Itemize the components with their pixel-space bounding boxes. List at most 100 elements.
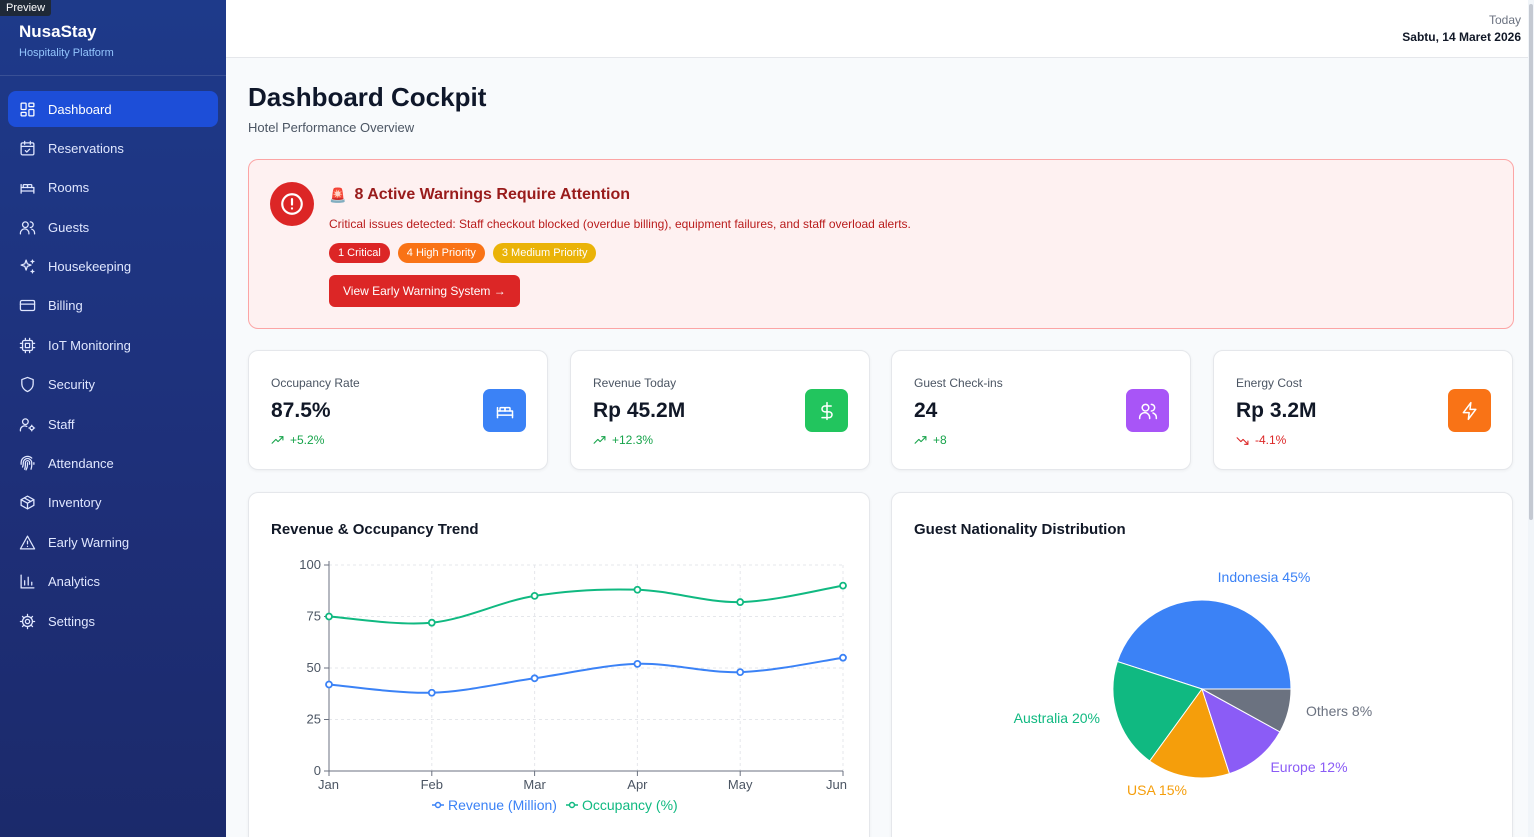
sidebar-item-security[interactable]: Security (8, 367, 218, 403)
sidebar-item-settings[interactable]: Settings (8, 603, 218, 639)
sidebar-item-label: Dashboard (48, 101, 112, 117)
brand-name: NusaStay (19, 22, 97, 41)
kpi-value: Rp 45.2M (593, 399, 686, 422)
kpi-trend-value: +5.2% (290, 433, 325, 447)
view-early-warning-button[interactable]: View Early Warning System → (329, 275, 520, 307)
pie-slice-indonesia[interactable] (1116, 599, 1292, 690)
bar-chart-icon (19, 573, 36, 590)
x-tick-label: Jun (826, 777, 847, 792)
data-point-revenue[interactable] (530, 674, 539, 683)
data-point-occupancy[interactable] (736, 598, 745, 606)
credit-card-icon (19, 297, 36, 314)
sidebar-item-label: Settings (48, 613, 95, 629)
sidebar-item-label: Early Warning (48, 534, 130, 550)
sidebar-item-inventory[interactable]: Inventory (8, 485, 218, 521)
shield-icon (19, 376, 36, 393)
pie-slice-others[interactable] (1201, 688, 1292, 733)
alert-badges: 1 Critical 4 High Priority 3 Medium Prio… (329, 243, 597, 263)
data-point-revenue[interactable] (325, 680, 333, 689)
sidebar-item-label: Housekeeping (48, 259, 132, 275)
cpu-icon (19, 337, 36, 354)
kpi-value: 87.5% (271, 399, 331, 422)
sidebar-item-billing[interactable]: Billing (8, 288, 218, 324)
kpi-label: Guest Check-ins (914, 376, 1003, 390)
warning-alert: 🚨 8 Active Warnings Require Attention Cr… (248, 159, 1514, 329)
kpi-label: Energy Cost (1236, 376, 1303, 390)
sidebar-item-staff[interactable]: Staff (8, 406, 218, 442)
trend-down-icon (1236, 436, 1249, 445)
sidebar-item-guests[interactable]: Guests (8, 209, 218, 245)
alert-description: Critical issues detected: Staff checkout… (329, 217, 911, 231)
dollar-icon (805, 389, 848, 432)
sparkles-icon (19, 258, 36, 275)
top-bar: Today Sabtu, 14 Maret 2026 (226, 0, 1534, 58)
sidebar-item-dashboard[interactable]: Dashboard (8, 91, 218, 127)
kpi-row: Occupancy Rate 87.5% +5.2% Revenue Today Rp … (248, 350, 1514, 470)
y-tick-label: 75 (307, 609, 321, 624)
kpi-label: Revenue Today (593, 376, 677, 390)
data-point-occupancy[interactable] (839, 581, 847, 590)
sidebar-item-attendance[interactable]: Attendance (8, 446, 218, 482)
data-point-occupancy[interactable] (427, 618, 436, 627)
legend-marker (568, 801, 576, 809)
sidebar: NusaStay Hospitality Platform Dashboard R… (0, 0, 226, 837)
fingerprint-icon (19, 455, 36, 472)
sidebar-item-label: IoT Monitoring (48, 337, 131, 353)
sidebar-item-label: Analytics (48, 574, 101, 590)
sidebar-item-analytics[interactable]: Analytics (8, 564, 218, 600)
alert-circle-icon (270, 182, 314, 226)
kpi-trend: -4.1% (1236, 433, 1286, 447)
bed-icon (19, 179, 36, 196)
siren-icon: 🚨 (329, 186, 347, 203)
kpi-trend: +5.2% (271, 433, 324, 447)
calendar-icon (19, 140, 36, 157)
legend-label[interactable]: Revenue (Million) (448, 797, 557, 813)
sidebar-item-reservations[interactable]: Reservations (8, 130, 218, 166)
pie-slice-australia[interactable] (1112, 660, 1203, 762)
date-label: Today (1488, 13, 1521, 27)
kpi-trend-value: -4.1% (1255, 433, 1287, 447)
sidebar-item-housekeeping[interactable]: Housekeeping (8, 249, 218, 285)
data-point-occupancy[interactable] (325, 612, 333, 621)
sidebar-item-rooms[interactable]: Rooms (8, 170, 218, 206)
data-point-occupancy[interactable] (530, 592, 539, 600)
line-chart-title: Revenue & Occupancy Trend (271, 521, 479, 538)
page-scrollbar[interactable] (1528, 0, 1534, 837)
zap-icon (1448, 389, 1491, 432)
alert-triangle-icon (19, 534, 36, 551)
sidebar-item-label: Inventory (48, 495, 102, 511)
kpi-label: Occupancy Rate (271, 376, 360, 390)
scrollbar-thumb[interactable] (1529, 4, 1533, 520)
sidebar-item-iot-monitoring[interactable]: IoT Monitoring (8, 327, 218, 363)
data-point-revenue[interactable] (839, 653, 847, 662)
sidebar-item-early-warning[interactable]: Early Warning (8, 524, 218, 560)
page-title: Dashboard Cockpit (248, 82, 487, 112)
data-point-revenue[interactable] (736, 668, 745, 677)
alert-title-text: 8 Active Warnings Require Attention (354, 186, 631, 203)
x-tick-label: Feb (421, 777, 443, 792)
series-line-occupancy (328, 584, 844, 625)
pie-slice-usa[interactable] (1148, 687, 1231, 779)
y-tick-label: 50 (307, 660, 321, 675)
pie-label-europe: Europe 12% (1270, 759, 1347, 775)
package-icon (19, 494, 36, 511)
revenue-occupancy-card: Revenue & Occupancy Trend 0 25 50 75 100 Jan F… (248, 492, 870, 837)
data-point-occupancy[interactable] (633, 585, 642, 594)
pie-slice-europe[interactable] (1201, 687, 1281, 775)
kpi-card-revenue-today: Revenue Today Rp 45.2M +12.3% (570, 350, 870, 470)
pie-chart-title: Guest Nationality Distribution (914, 521, 1126, 538)
brand: NusaStay Hospitality Platform (0, 0, 226, 76)
users-icon (1126, 389, 1169, 432)
sidebar-item-label: Reservations (48, 140, 124, 156)
series-line-revenue (328, 656, 844, 694)
badge-high-priority: 4 High Priority (397, 243, 485, 263)
y-tick-label: 100 (299, 557, 321, 572)
x-tick-label: May (728, 777, 753, 792)
alert-title: 🚨 8 Active Warnings Require Attention (329, 186, 630, 204)
data-point-revenue[interactable] (427, 688, 436, 697)
sidebar-item-label: Guests (48, 219, 90, 235)
kpi-value: 24 (914, 399, 938, 422)
legend-label[interactable]: Occupancy (%) (582, 797, 678, 813)
data-point-revenue[interactable] (633, 659, 642, 668)
kpi-card-energy-cost: Energy Cost Rp 3.2M -4.1% (1213, 350, 1513, 470)
